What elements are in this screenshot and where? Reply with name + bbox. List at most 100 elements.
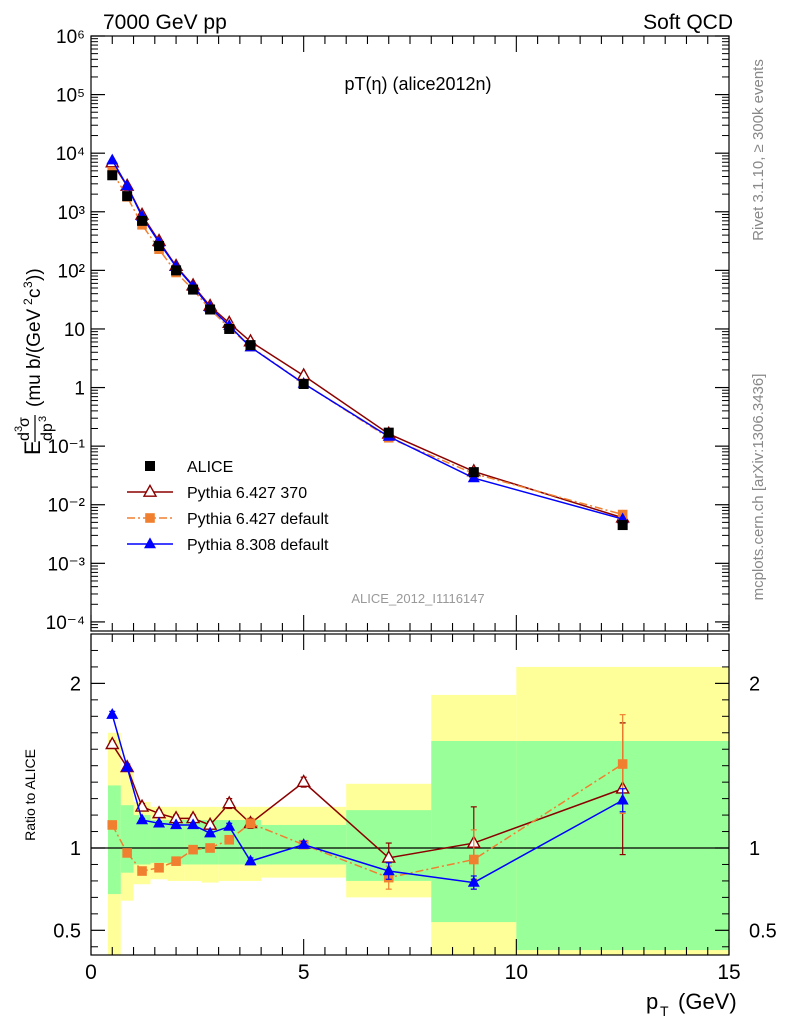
- y-tick-label: 1: [74, 379, 85, 400]
- main-y-axis-label: E d 3 σ dp 3 (mu b/(GeV 2 c 3 )): [13, 268, 56, 455]
- ratio-point: [245, 818, 256, 829]
- ratio-point: [616, 793, 629, 805]
- ratio-point: [617, 759, 628, 769]
- ratio-point: [205, 843, 215, 853]
- uncertainty-band-inner: [108, 785, 121, 895]
- data-point: [137, 215, 148, 226]
- uncertainty-band-inner: [133, 815, 151, 865]
- ratio-y-tick-label: 1: [70, 838, 81, 860]
- ratio-point: [469, 854, 479, 865]
- ratio-point: [297, 838, 310, 849]
- legend-marker: [142, 483, 158, 497]
- series-pythia-6-427-370: [105, 154, 630, 523]
- ratio-point: [122, 848, 132, 858]
- svg-text:3: 3: [37, 416, 49, 422]
- process-label: Soft QCD: [643, 11, 733, 34]
- uncertainty-band-inner: [167, 820, 185, 865]
- ratio-point: [107, 820, 118, 830]
- ratio-point: [381, 849, 396, 863]
- svg-text:T: T: [660, 1003, 669, 1019]
- data-point: [224, 323, 235, 334]
- ratio-point: [171, 856, 181, 866]
- ratio-point: [153, 816, 166, 828]
- ratio-point: [105, 736, 120, 750]
- y-tick-label: 10⁵: [56, 86, 85, 107]
- svg-text:p: p: [646, 989, 658, 1014]
- ratio-y-tick-label: 2: [70, 673, 81, 695]
- analysis-watermark: ALICE_2012_I1116147: [351, 591, 484, 606]
- ratio-point: [106, 708, 119, 719]
- data-point: [122, 191, 133, 202]
- x-tick-label: 0: [85, 961, 97, 984]
- y-tick-label: 10: [64, 320, 85, 341]
- svg-text:σ: σ: [16, 417, 33, 427]
- series-alice: [107, 170, 628, 531]
- ratio-y-tick-label: 2: [749, 673, 760, 695]
- ratio-point: [382, 864, 395, 876]
- legend-entry: Pythia 6.427 370: [127, 483, 307, 502]
- series-pythia-8-308-default: [106, 153, 629, 524]
- legend-entry: Pythia 6.427 default: [127, 511, 329, 528]
- ratio-point: [188, 844, 198, 855]
- uncertainty-band-inner: [150, 820, 168, 863]
- legend-entry: ALICE: [145, 459, 233, 476]
- ratio-point: [154, 862, 164, 873]
- data-point: [121, 179, 134, 191]
- ratio-point: [296, 774, 311, 788]
- svg-text:E: E: [20, 440, 45, 455]
- data-point: [106, 153, 119, 165]
- y-tick-label: 10⁴: [56, 144, 85, 165]
- legend-entry: Pythia 8.308 default: [127, 537, 329, 554]
- x-tick-label: 5: [298, 961, 310, 984]
- ratio-y-tick-label: 0.5: [53, 920, 81, 942]
- y-tick-label: 10⁻³: [48, 554, 86, 575]
- ratio-y-tick-label: 1: [749, 838, 760, 860]
- x-tick-label: 10: [505, 961, 528, 984]
- svg-text:c: c: [24, 289, 45, 299]
- main-plot-title: pT(η) (alice2012n): [344, 74, 491, 94]
- data-point: [154, 241, 165, 252]
- svg-text:(GeV): (GeV): [678, 989, 737, 1014]
- ratio-y-axis-label: Ratio to ALICE: [22, 749, 38, 841]
- ratio-point: [224, 834, 235, 845]
- svg-text:)): )): [24, 268, 45, 281]
- svg-text:(mu b/(GeV: (mu b/(GeV: [24, 308, 45, 407]
- ratio-point: [244, 854, 257, 866]
- svg-text:d: d: [16, 432, 33, 441]
- energy-label: 7000 GeV pp: [103, 11, 227, 34]
- ratio-point: [222, 795, 237, 809]
- data-point: [468, 467, 479, 478]
- x-axis-label: p T (GeV): [646, 989, 737, 1019]
- data-point: [188, 284, 199, 295]
- y-tick-label: 10³: [58, 203, 85, 224]
- ratio-point: [223, 820, 236, 831]
- legend-marker: [145, 513, 155, 523]
- mcplots-label: mcplots.cern.ch [arXiv:1306.3436]: [750, 374, 767, 601]
- ratio-point: [467, 875, 480, 887]
- y-tick-label: 10⁻⁴: [46, 613, 85, 634]
- data-point: [298, 378, 309, 389]
- series-pythia-6-427-default: [107, 167, 628, 520]
- x-tick-label: 15: [717, 961, 740, 984]
- legend-label: Pythia 8.308 default: [187, 537, 329, 554]
- svg-text:3: 3: [13, 426, 25, 432]
- data-point: [205, 304, 216, 315]
- y-tick-label: 10⁻²: [48, 496, 86, 517]
- ratio-point: [137, 866, 147, 876]
- y-tick-label: 10⁻¹: [48, 437, 86, 458]
- legend-label: Pythia 6.427 default: [187, 511, 329, 528]
- data-point: [245, 340, 256, 351]
- data-point: [617, 520, 628, 531]
- ratio-point: [121, 760, 134, 772]
- ratio-series-pythia-8-308-default: [106, 708, 629, 890]
- ratio-point: [136, 813, 149, 825]
- y-tick-label: 10²: [58, 261, 85, 282]
- data-point: [107, 170, 118, 181]
- legend-marker: [144, 537, 156, 549]
- data-point: [171, 265, 182, 276]
- y-tick-label: 10⁶: [56, 27, 85, 48]
- uncertainty-band-inner: [120, 805, 134, 873]
- ratio-point: [204, 826, 217, 838]
- ratio-y-tick-label: 0.5: [749, 920, 777, 942]
